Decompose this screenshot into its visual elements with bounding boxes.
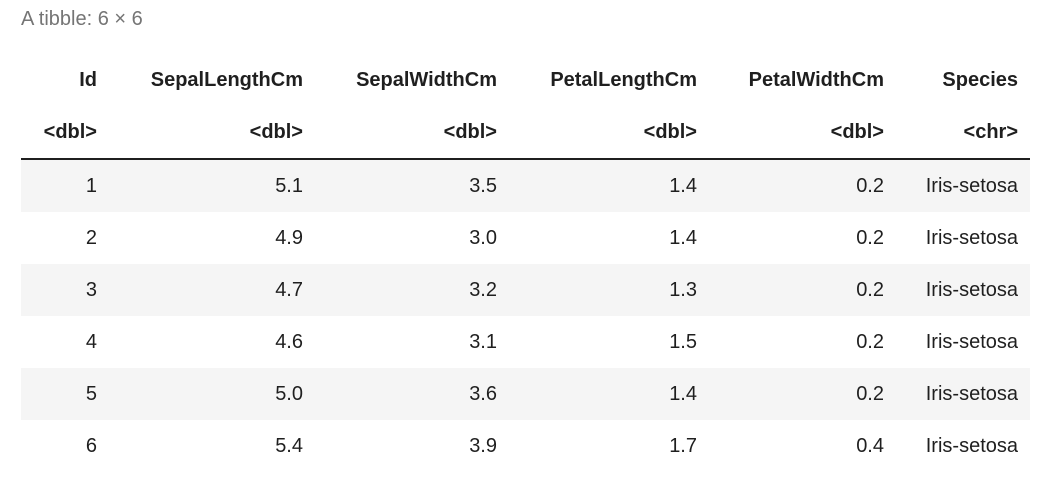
tibble-table: Id SepalLengthCm SepalWidthCm PetalLengt…: [21, 54, 1030, 472]
table-cell: 3.2: [469, 278, 497, 301]
table-cell: 1: [85, 174, 97, 197]
table-row: 1 5.1 3.5 1.4 0.2 Iris-setosa: [21, 159, 1030, 212]
column-header: PetalWidthCm: [748, 68, 884, 91]
table-cell: 6: [85, 434, 97, 457]
table-row: 3 4.7 3.2 1.3 0.2 Iris-setosa: [21, 264, 1030, 316]
table-cell: 1.5: [669, 330, 697, 353]
table-cell: 5.4: [275, 434, 303, 457]
column-type: <dbl>: [109, 106, 315, 160]
table-cell: 4.9: [275, 226, 303, 249]
table-cell: 0.2: [856, 226, 884, 249]
table-cell: 1.3: [669, 278, 697, 301]
table-cell: 1.4: [669, 174, 697, 197]
table-cell: 4: [85, 330, 97, 353]
table-cell: 1.4: [669, 226, 697, 249]
table-row: 6 5.4 3.9 1.7 0.4 Iris-setosa: [21, 420, 1030, 472]
table-cell: 5: [85, 382, 97, 405]
table-cell: Iris-setosa: [925, 226, 1018, 249]
table-row: 2 4.9 3.0 1.4 0.2 Iris-setosa: [21, 212, 1030, 264]
table-cell: Iris-setosa: [925, 382, 1018, 405]
column-header: PetalLengthCm: [550, 68, 697, 91]
table-cell: 3.0: [469, 226, 497, 249]
column-names-row: Id SepalLengthCm SepalWidthCm PetalLengt…: [21, 54, 1030, 106]
table-cell: 1.7: [669, 434, 697, 457]
table-cell: 5.0: [275, 382, 303, 405]
table-cell: Iris-setosa: [925, 330, 1018, 353]
table-caption: A tibble: 6 × 6: [21, 8, 143, 30]
column-type: <dbl>: [509, 106, 709, 160]
table-row: 5 5.0 3.6 1.4 0.2 Iris-setosa: [21, 368, 1030, 420]
table-cell: 0.4: [856, 434, 884, 457]
table-cell: 3.9: [469, 434, 497, 457]
table-cell: Iris-setosa: [925, 434, 1018, 457]
table-cell: 3.6: [469, 382, 497, 405]
table-cell: 3.5: [469, 174, 497, 197]
table-cell: 3: [85, 278, 97, 301]
table-cell: 0.2: [856, 382, 884, 405]
column-type: <chr>: [896, 106, 1030, 160]
table-cell: 3.1: [469, 330, 497, 353]
table-cell: 2: [85, 226, 97, 249]
column-header: SepalLengthCm: [150, 68, 303, 91]
table-row: 4 4.6 3.1 1.5 0.2 Iris-setosa: [21, 316, 1030, 368]
table-cell: Iris-setosa: [925, 278, 1018, 301]
table-cell: 4.7: [275, 278, 303, 301]
table-cell: 0.2: [856, 174, 884, 197]
column-type: <dbl>: [315, 106, 509, 160]
table-cell: 0.2: [856, 278, 884, 301]
column-header: Species: [942, 68, 1018, 91]
table-cell: 5.1: [275, 174, 303, 197]
column-type: <dbl>: [21, 106, 109, 160]
table-cell: 4.6: [275, 330, 303, 353]
table-cell: Iris-setosa: [925, 174, 1018, 197]
column-types-row: <dbl> <dbl> <dbl> <dbl> <dbl> <chr>: [21, 106, 1030, 160]
column-type: <dbl>: [709, 106, 896, 160]
table-cell: 0.2: [856, 330, 884, 353]
column-header: SepalWidthCm: [356, 68, 497, 91]
table-body: 1 5.1 3.5 1.4 0.2 Iris-setosa 2 4.9 3.0 …: [21, 159, 1030, 472]
column-header: Id: [79, 68, 97, 91]
table-cell: 1.4: [669, 382, 697, 405]
